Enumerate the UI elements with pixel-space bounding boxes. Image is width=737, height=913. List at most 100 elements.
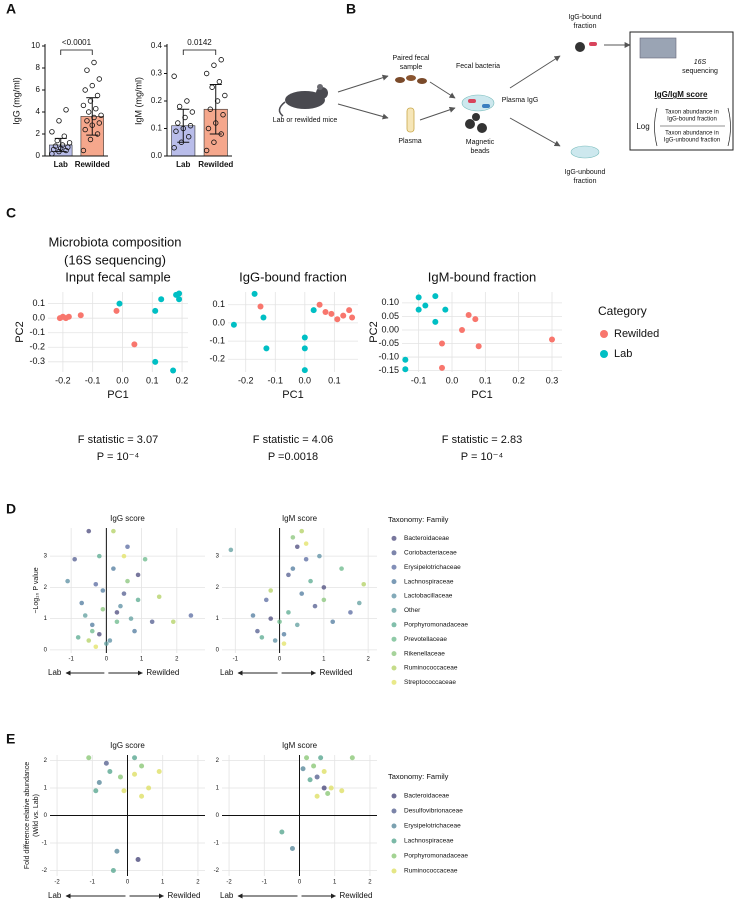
data-point: [230, 321, 237, 328]
arrow: [337, 74, 389, 93]
y-tick-label: 0.05: [381, 311, 399, 321]
data-point: [135, 572, 141, 578]
data-point: [339, 566, 344, 571]
x-axis-label: PC1: [282, 389, 303, 401]
x-axis-label: PC1: [471, 389, 492, 401]
data-point: [286, 610, 291, 615]
data-point: [82, 87, 88, 93]
data-point: [84, 67, 90, 73]
pellet: [395, 77, 405, 83]
data-point: [132, 755, 138, 761]
data-point: [54, 137, 60, 144]
data-point: [228, 547, 234, 553]
y-axis-label: −Log₁₀ P value: [33, 567, 40, 613]
data-point: [171, 145, 177, 151]
data-point: [549, 336, 555, 343]
y-tick-label: -0.2: [29, 342, 45, 352]
x-tick-label: -0.1: [411, 375, 427, 385]
diagram-text: fraction: [574, 23, 597, 30]
x-tick-label: 1: [322, 657, 326, 663]
legend-label: Ruminococcaceae: [404, 665, 458, 672]
chart-title: IgM score: [282, 514, 318, 523]
data-point: [203, 70, 210, 77]
data-point: [308, 578, 313, 584]
x-tick-label: Rewilded: [198, 160, 233, 169]
data-point: [303, 556, 309, 562]
data-point: [321, 769, 327, 774]
data-point: [86, 528, 92, 534]
y-tick-label: 2: [44, 758, 48, 764]
y-tick-label: 0.3: [151, 69, 163, 78]
data-point: [132, 628, 137, 634]
diagram-text: Taxon abundance in: [665, 131, 719, 137]
y-tick-label: 0: [36, 151, 41, 160]
y-tick-label: 0: [44, 647, 48, 653]
data-point: [128, 616, 134, 621]
x-tick-label: 0.2: [512, 375, 525, 385]
data-point: [187, 123, 194, 129]
y-tick-label: 10: [31, 41, 40, 50]
y-tick-label: -0.1: [209, 335, 225, 345]
legend-swatch: [391, 793, 397, 799]
data-point: [415, 294, 422, 301]
data-point: [310, 307, 317, 314]
x-tick-label: 0.2: [176, 375, 189, 385]
chart-title: Input fecal sample: [65, 269, 171, 284]
y-tick-label: 0.0: [32, 313, 45, 323]
y-tick-label: 0.10: [381, 297, 399, 307]
chart-title: IgG-bound fraction: [239, 269, 347, 284]
y-axis-label: IgM (mg/ml): [133, 77, 143, 125]
y-tick-label: 0.1: [212, 299, 225, 309]
data-point: [158, 296, 165, 303]
x-tick-label: 0.0: [446, 375, 459, 385]
bacterium: [589, 42, 597, 46]
data-point: [257, 303, 264, 310]
data-point: [111, 528, 116, 534]
direction-label: Rewilded: [340, 891, 373, 900]
data-point: [116, 300, 123, 307]
y-axis-label: PC2: [14, 321, 26, 342]
data-point: [321, 585, 327, 590]
data-point: [56, 118, 62, 124]
data-point: [66, 140, 73, 146]
annotation: F statistic = 2.83: [442, 434, 522, 446]
panel-label: B: [346, 1, 356, 17]
data-point: [117, 774, 123, 780]
data-point: [142, 556, 148, 562]
x-tick-label: 1: [161, 880, 165, 886]
data-point: [207, 106, 213, 112]
annotation: 0.0142: [187, 38, 212, 47]
legend-swatch: [391, 622, 397, 628]
legend-swatch: [600, 350, 608, 358]
diagram-text: sequencing: [682, 68, 718, 75]
data-point: [86, 755, 92, 761]
chart-title: IgG score: [110, 741, 145, 750]
data-point: [311, 763, 317, 769]
data-point: [316, 301, 323, 308]
y-axis-label: IgG (mg/ml): [11, 77, 21, 125]
data-point: [176, 103, 183, 110]
data-point: [111, 566, 116, 571]
x-tick-label: 0.0: [116, 375, 129, 385]
bacteria: [461, 94, 495, 112]
data-point: [156, 769, 162, 774]
data-point: [465, 312, 472, 319]
tube: [406, 107, 415, 133]
paren: [654, 107, 658, 147]
legend-swatch: [391, 665, 397, 671]
data-point: [100, 588, 106, 593]
data-point: [65, 578, 70, 584]
data-point: [304, 755, 310, 761]
data-point: [205, 125, 212, 132]
data-point: [97, 631, 102, 637]
data-point: [189, 109, 196, 115]
y-tick-label: 1: [44, 616, 48, 622]
y-tick-label: 1: [216, 786, 220, 792]
x-tick-label: 0: [298, 880, 302, 886]
legend-label: Bacteroidaceae: [404, 535, 450, 542]
data-point: [114, 610, 120, 615]
data-point: [94, 131, 101, 137]
x-tick-label: -1: [90, 880, 96, 886]
